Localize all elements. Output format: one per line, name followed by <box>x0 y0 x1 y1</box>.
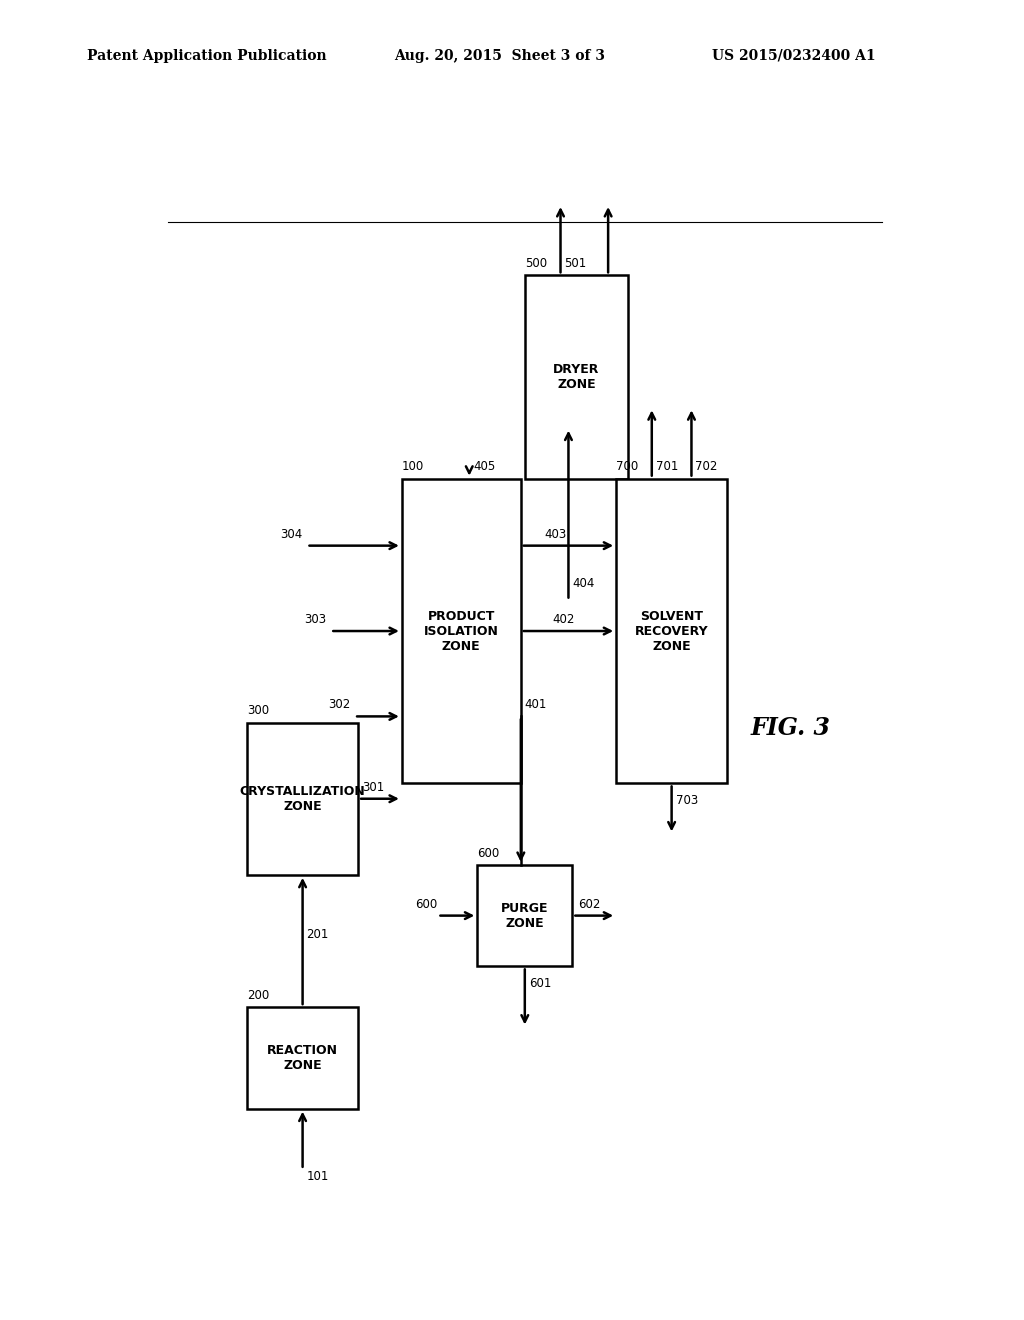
Text: 303: 303 <box>304 612 327 626</box>
Text: PRODUCT
ISOLATION
ZONE: PRODUCT ISOLATION ZONE <box>424 610 499 652</box>
Bar <box>616 479 727 784</box>
Text: 304: 304 <box>281 528 303 541</box>
Text: US 2015/0232400 A1: US 2015/0232400 A1 <box>712 49 876 63</box>
Text: 201: 201 <box>306 928 329 941</box>
Bar <box>247 722 358 875</box>
Text: 405: 405 <box>473 461 496 474</box>
Text: 403: 403 <box>545 528 567 541</box>
Text: CRYSTALLIZATION
ZONE: CRYSTALLIZATION ZONE <box>240 784 366 813</box>
Text: Aug. 20, 2015  Sheet 3 of 3: Aug. 20, 2015 Sheet 3 of 3 <box>394 49 605 63</box>
Text: FIG. 3: FIG. 3 <box>751 715 830 739</box>
Text: 602: 602 <box>579 898 601 911</box>
Text: 703: 703 <box>676 793 697 807</box>
Bar <box>524 276 628 479</box>
Text: 302: 302 <box>328 698 350 711</box>
Text: 404: 404 <box>572 577 595 590</box>
Text: 701: 701 <box>655 461 678 474</box>
Text: 402: 402 <box>553 612 574 626</box>
Bar <box>477 865 572 966</box>
Text: Patent Application Publication: Patent Application Publication <box>87 49 327 63</box>
Text: 200: 200 <box>247 989 269 1002</box>
Text: 501: 501 <box>564 257 587 271</box>
Bar <box>401 479 521 784</box>
Text: 300: 300 <box>247 705 269 718</box>
Text: PURGE
ZONE: PURGE ZONE <box>501 902 549 929</box>
Text: REACTION
ZONE: REACTION ZONE <box>267 1044 338 1072</box>
Text: 600: 600 <box>416 898 437 911</box>
Text: 601: 601 <box>528 977 551 990</box>
Text: SOLVENT
RECOVERY
ZONE: SOLVENT RECOVERY ZONE <box>635 610 709 652</box>
Text: 401: 401 <box>524 698 547 711</box>
Text: 101: 101 <box>306 1170 329 1183</box>
Text: 500: 500 <box>524 257 547 271</box>
Text: 600: 600 <box>477 846 500 859</box>
Text: 702: 702 <box>695 461 718 474</box>
Text: 700: 700 <box>616 461 638 474</box>
Text: 100: 100 <box>401 461 424 474</box>
Text: 301: 301 <box>362 780 384 793</box>
Bar <box>247 1007 358 1109</box>
Text: DRYER
ZONE: DRYER ZONE <box>553 363 600 391</box>
